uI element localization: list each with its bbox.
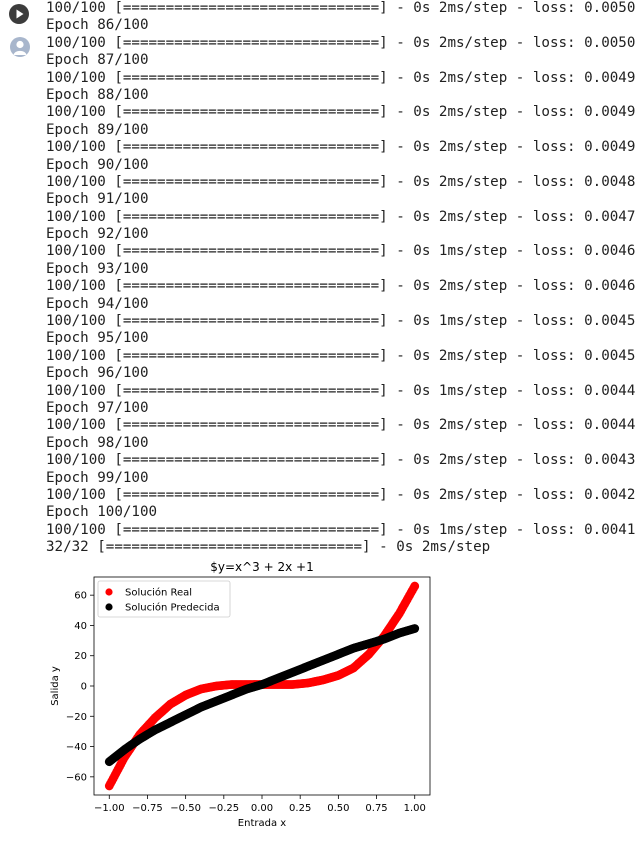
legend-marker bbox=[105, 603, 113, 611]
log-line: Epoch 88/100 bbox=[46, 86, 149, 103]
legend-entry: Solución Real bbox=[125, 587, 192, 599]
y-tick-label: 0 bbox=[81, 682, 87, 693]
legend-entry: Solución Predecida bbox=[125, 602, 220, 614]
log-line: Epoch 99/100 bbox=[46, 469, 149, 486]
log-line: 32/32 [==============================] -… bbox=[46, 539, 491, 556]
series-0-point bbox=[410, 581, 420, 591]
run-cell-button[interactable] bbox=[9, 4, 29, 24]
log-line: 100/100 [==============================]… bbox=[46, 486, 636, 503]
x-axis-label: Entrada x bbox=[238, 818, 286, 829]
log-line: Epoch 100/100 bbox=[46, 504, 158, 521]
log-line: 100/100 [==============================]… bbox=[46, 313, 636, 330]
play-icon bbox=[16, 9, 24, 19]
legend-marker bbox=[105, 588, 113, 596]
y-tick-label: −60 bbox=[66, 772, 87, 783]
x-tick-label: 1.00 bbox=[404, 803, 426, 814]
x-tick-label: −1.00 bbox=[94, 803, 125, 814]
log-line: 100/100 [==============================]… bbox=[46, 521, 636, 538]
log-line: 100/100 [==============================]… bbox=[46, 208, 636, 225]
x-tick-label: 0.00 bbox=[251, 803, 273, 814]
log-line: Epoch 94/100 bbox=[46, 295, 149, 312]
chart: $y=x^3 + 2x +1 −1.00 −0.75 −0.50 −0.25 0.00 0.… bbox=[50, 560, 431, 829]
legend-box bbox=[97, 580, 231, 618]
x-tick-label: −0.75 bbox=[132, 803, 163, 814]
log-line: Epoch 98/100 bbox=[46, 434, 149, 451]
log-line: 100/100 [==============================]… bbox=[46, 139, 636, 156]
log-line: Epoch 96/100 bbox=[46, 365, 149, 382]
log-line: 100/100 [==============================]… bbox=[46, 417, 636, 434]
y-tick-label: 20 bbox=[74, 651, 87, 662]
cell-output-log: 100/100 [==============================]… bbox=[46, 0, 642, 557]
log-line: 100/100 [==============================]… bbox=[46, 173, 636, 190]
y-tick-label: −40 bbox=[66, 742, 87, 753]
log-line: 100/100 [==============================]… bbox=[46, 0, 636, 16]
log-line: Epoch 95/100 bbox=[46, 330, 149, 347]
log-line: 100/100 [==============================]… bbox=[46, 104, 636, 121]
log-line: 100/100 [==============================]… bbox=[46, 382, 636, 399]
log-line: 100/100 [==============================]… bbox=[46, 452, 636, 469]
series-1-point bbox=[410, 624, 420, 633]
log-line: 100/100 [==============================]… bbox=[46, 347, 636, 364]
y-axis-label: Salida y bbox=[50, 666, 61, 706]
log-line: Epoch 91/100 bbox=[46, 191, 149, 208]
log-line: 100/100 [==============================]… bbox=[46, 243, 636, 260]
y-tick-label: −20 bbox=[66, 712, 87, 723]
cell-gutter bbox=[0, 0, 40, 841]
y-tick-label: 60 bbox=[74, 591, 87, 602]
log-line: Epoch 92/100 bbox=[46, 226, 149, 243]
log-line: Epoch 86/100 bbox=[46, 17, 149, 34]
log-line: 100/100 [==============================]… bbox=[46, 34, 636, 51]
log-line: Epoch 87/100 bbox=[46, 52, 149, 69]
log-line: Epoch 97/100 bbox=[46, 399, 149, 416]
log-line: Epoch 89/100 bbox=[46, 121, 149, 138]
y-tick-label: 40 bbox=[74, 621, 87, 632]
log-line: Epoch 93/100 bbox=[46, 260, 149, 277]
log-line: Epoch 90/100 bbox=[46, 156, 149, 173]
x-tick-label: −0.25 bbox=[208, 803, 239, 814]
x-tick-label: 0.25 bbox=[289, 803, 311, 814]
log-line: 100/100 [==============================]… bbox=[46, 278, 636, 295]
output-avatar-icon bbox=[10, 37, 30, 57]
log-line: 100/100 [==============================]… bbox=[46, 69, 636, 86]
x-tick-label: −0.50 bbox=[170, 803, 201, 814]
chart-title: $y=x^3 + 2x +1 bbox=[210, 560, 314, 574]
x-tick-label: 0.50 bbox=[327, 803, 349, 814]
x-tick-label: 0.75 bbox=[365, 803, 387, 814]
